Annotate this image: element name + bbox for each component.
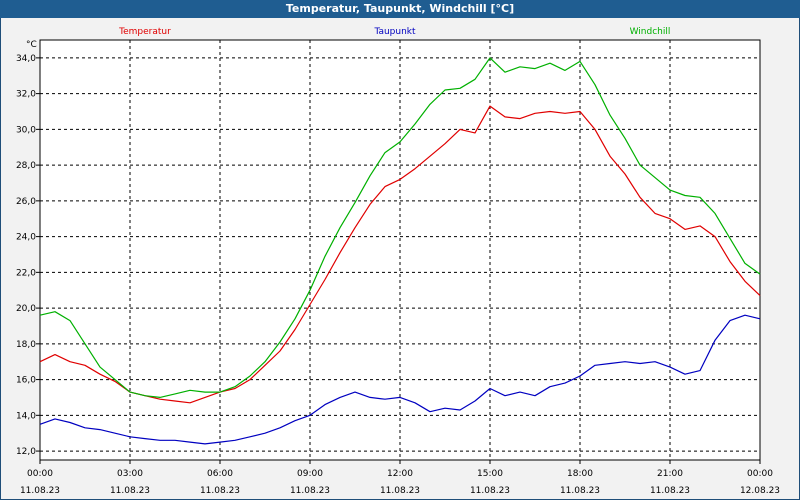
x-tick-time: 18:00: [567, 469, 593, 479]
y-tick-label: 24,0: [16, 233, 36, 243]
y-tick-label: 14,0: [16, 411, 36, 421]
x-tick-date: 11.08.23: [200, 486, 240, 496]
legend-taupunkt: Taupunkt: [373, 27, 416, 37]
y-axis-label: °C: [26, 40, 37, 50]
y-tick-label: 30,0: [16, 125, 36, 135]
y-tick-label: 34,0: [16, 54, 36, 64]
legend: Temperatur Taupunkt Windchill: [118, 27, 670, 37]
x-tick-date: 11.08.23: [560, 486, 600, 496]
series-line-windchill: [39, 57, 761, 398]
y-tick-label: 26,0: [16, 197, 36, 207]
x-tick-date: 11.08.23: [110, 486, 150, 496]
x-tick-date: 12.08.23: [740, 486, 780, 496]
legend-temperatur: Temperatur: [118, 27, 171, 37]
x-tick-date: 11.08.23: [470, 486, 510, 496]
series-lines: [39, 57, 761, 445]
series-line-taupunkt: [39, 314, 761, 445]
x-tick-time: 00:00: [27, 469, 53, 479]
x-tick-time: 21:00: [657, 469, 683, 479]
x-tick-time: 06:00: [207, 469, 233, 479]
x-tick-date: 11.08.23: [290, 486, 330, 496]
y-tick-label: 28,0: [16, 161, 36, 171]
x-tick-date: 11.08.23: [20, 486, 60, 496]
x-axis-ticks: 00:00 11.08.23 03:00 11.08.23 06:00 11.08.23 0…: [20, 460, 780, 496]
x-tick-time: 15:00: [477, 469, 503, 479]
chart-title: Temperatur, Taupunkt, Windchill [°C]: [0, 0, 800, 18]
grid-lines: [40, 40, 760, 460]
y-tick-label: 20,0: [16, 304, 36, 314]
y-tick-label: 22,0: [16, 268, 36, 278]
series-line-temperatur: [39, 105, 761, 404]
legend-windchill: Windchill: [630, 27, 671, 37]
x-tick-time: 03:00: [117, 469, 143, 479]
y-tick-label: 12,0: [16, 447, 36, 457]
y-axis-ticks: 34,0 32,0 30,0 28,0 26,0 24,0 22,0 20,0 18,0 16,0…: [16, 54, 40, 457]
x-tick-time: 00:00: [747, 469, 773, 479]
x-tick-date: 11.08.23: [650, 486, 690, 496]
x-tick-time: 12:00: [387, 469, 413, 479]
x-tick-time: 09:00: [297, 469, 323, 479]
y-tick-label: 16,0: [16, 376, 36, 386]
y-tick-label: 32,0: [16, 90, 36, 100]
x-tick-date: 11.08.23: [380, 486, 420, 496]
y-tick-label: 18,0: [16, 340, 36, 350]
